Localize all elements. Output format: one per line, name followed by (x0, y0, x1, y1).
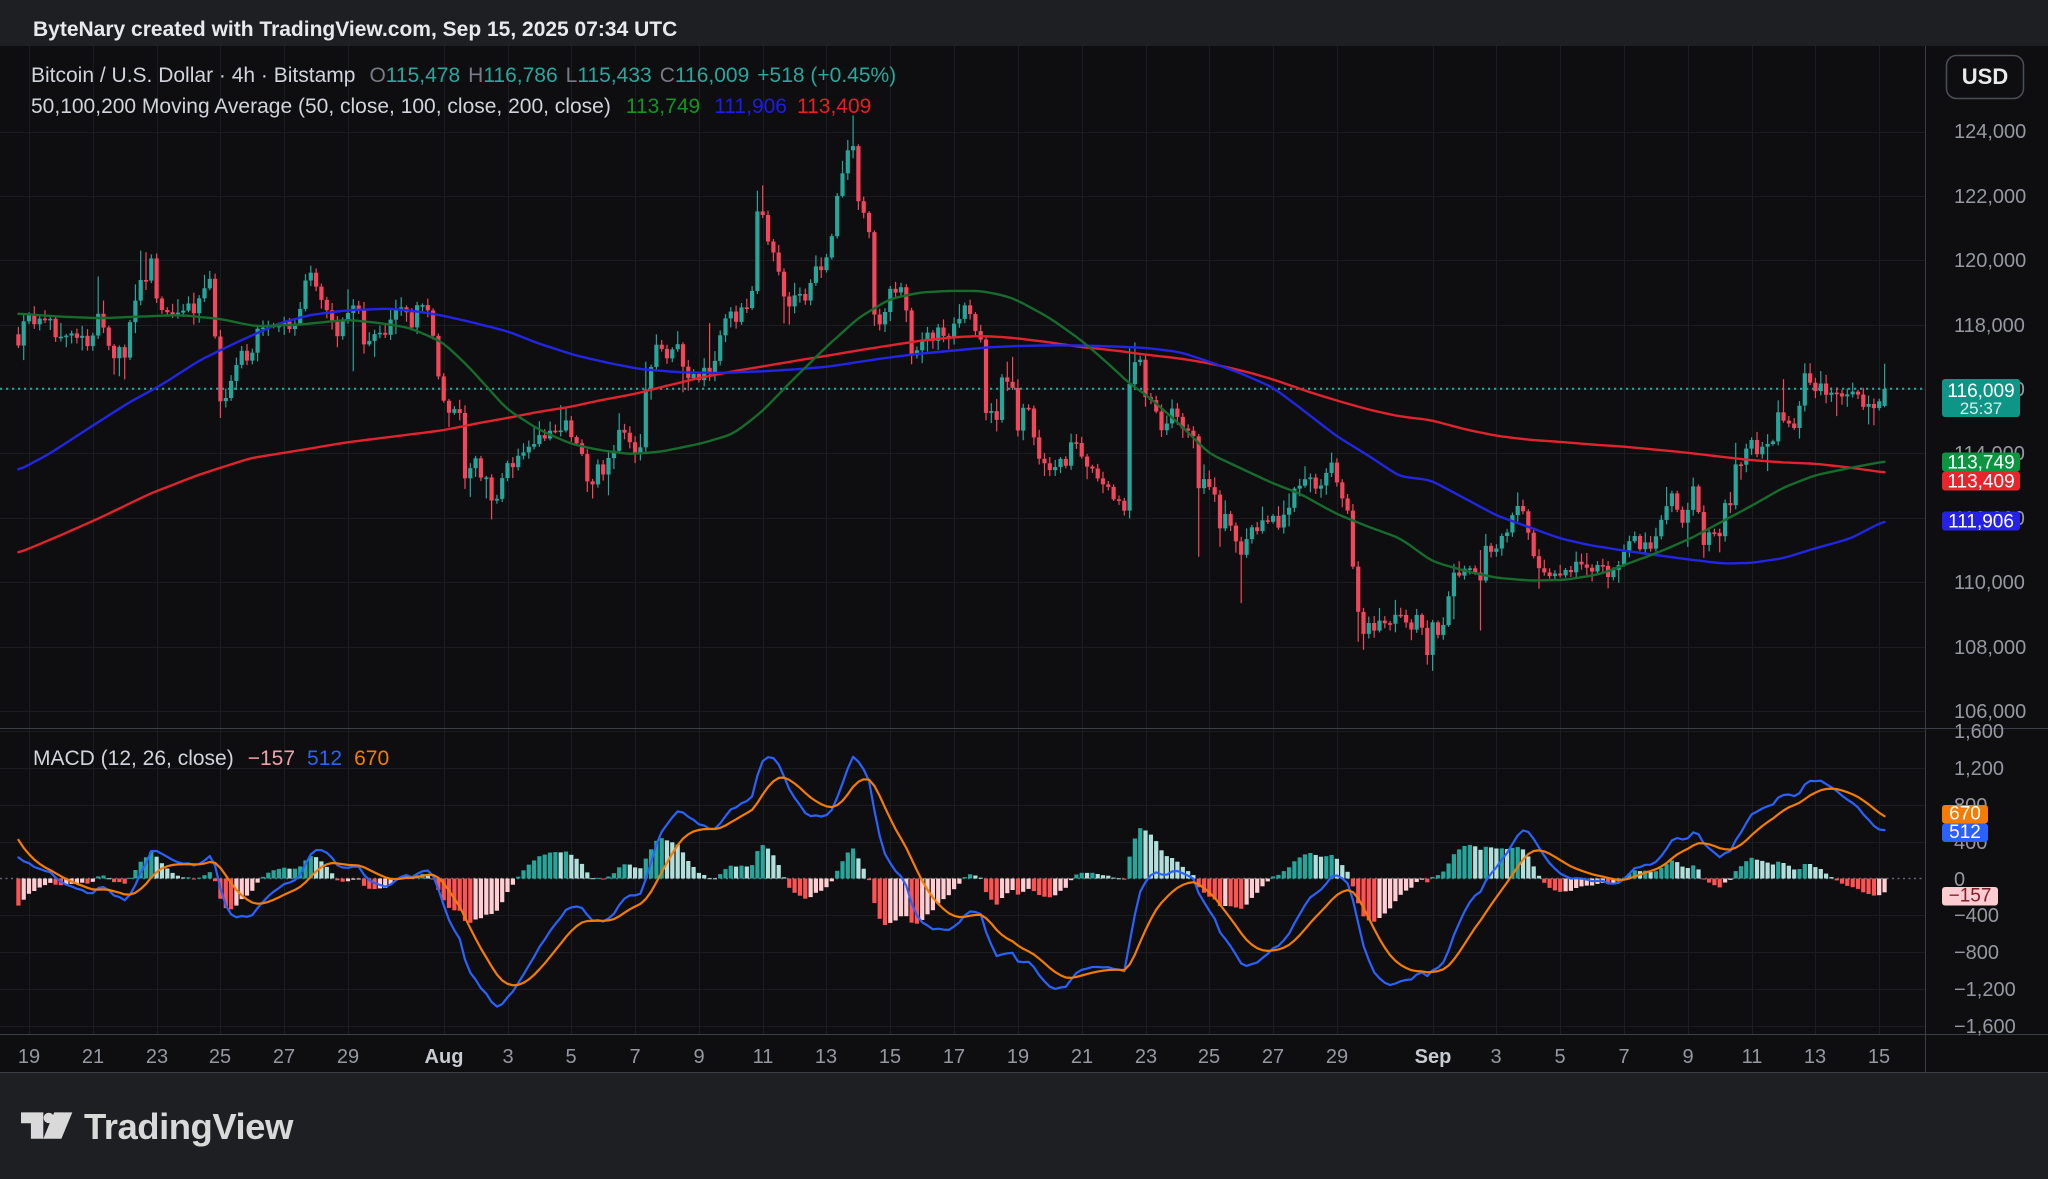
svg-text:120,000: 120,000 (1954, 250, 2026, 272)
svg-text:−800: −800 (1954, 942, 1999, 964)
svg-text:17: 17 (943, 1046, 965, 1068)
svg-text:−157: −157 (1949, 886, 1992, 907)
svg-text:122,000: 122,000 (1954, 186, 2026, 208)
svg-text:25:37: 25:37 (1960, 399, 2003, 418)
svg-text:ByteNary created with TradingV: ByteNary created with TradingView.com, S… (33, 18, 677, 41)
svg-text:1,600: 1,600 (1954, 721, 2004, 743)
svg-text:TradingView: TradingView (84, 1106, 294, 1147)
svg-text:27: 27 (273, 1046, 295, 1068)
svg-text:29: 29 (337, 1046, 359, 1068)
svg-text:5: 5 (565, 1046, 576, 1068)
svg-text:108,000: 108,000 (1954, 637, 2026, 659)
svg-text:21: 21 (82, 1046, 104, 1068)
svg-text:21: 21 (1071, 1046, 1093, 1068)
svg-text:15: 15 (1868, 1046, 1890, 1068)
svg-text:11: 11 (753, 1046, 774, 1068)
svg-text:113,409: 113,409 (1947, 472, 2014, 493)
svg-text:15: 15 (879, 1046, 901, 1068)
svg-text:124,000: 124,000 (1954, 121, 2026, 143)
svg-text:13: 13 (1804, 1046, 1826, 1068)
svg-text:7: 7 (629, 1046, 640, 1068)
svg-text:3: 3 (502, 1046, 513, 1068)
svg-text:Aug: Aug (425, 1046, 464, 1068)
svg-text:25: 25 (1198, 1046, 1220, 1068)
svg-text:27: 27 (1262, 1046, 1284, 1068)
svg-text:111,906: 111,906 (1948, 512, 2014, 533)
svg-text:−1,600: −1,600 (1954, 1016, 2016, 1038)
svg-text:106,000: 106,000 (1954, 701, 2026, 723)
svg-text:13: 13 (815, 1046, 837, 1068)
svg-text:9: 9 (693, 1046, 704, 1068)
svg-text:23: 23 (1135, 1046, 1157, 1068)
svg-text:118,000: 118,000 (1954, 315, 2025, 337)
svg-text:11: 11 (1742, 1046, 1763, 1068)
svg-text:116,009: 116,009 (1947, 381, 2014, 402)
svg-text:23: 23 (146, 1046, 168, 1068)
svg-text:19: 19 (1007, 1046, 1029, 1068)
svg-text:25: 25 (209, 1046, 231, 1068)
svg-text:USD: USD (1962, 64, 2008, 89)
svg-text:670: 670 (1949, 804, 1981, 825)
svg-text:9: 9 (1682, 1046, 1693, 1068)
svg-text:−1,200: −1,200 (1954, 979, 2016, 1001)
svg-text:50,100,200 Moving Average (50,: 50,100,200 Moving Average (50, close, 10… (31, 95, 871, 118)
svg-text:3: 3 (1490, 1046, 1501, 1068)
svg-text:19: 19 (18, 1046, 40, 1068)
svg-text:1,200: 1,200 (1954, 758, 2004, 780)
svg-text:Sep: Sep (1415, 1046, 1452, 1068)
svg-text:5: 5 (1554, 1046, 1565, 1068)
svg-text:−400: −400 (1954, 905, 1999, 927)
svg-text:113,749: 113,749 (1947, 453, 2014, 474)
svg-text:7: 7 (1618, 1046, 1629, 1068)
svg-text:29: 29 (1326, 1046, 1348, 1068)
svg-text:110,000: 110,000 (1954, 572, 2025, 594)
svg-text:512: 512 (1949, 822, 1981, 843)
svg-text:0: 0 (1954, 869, 1965, 891)
